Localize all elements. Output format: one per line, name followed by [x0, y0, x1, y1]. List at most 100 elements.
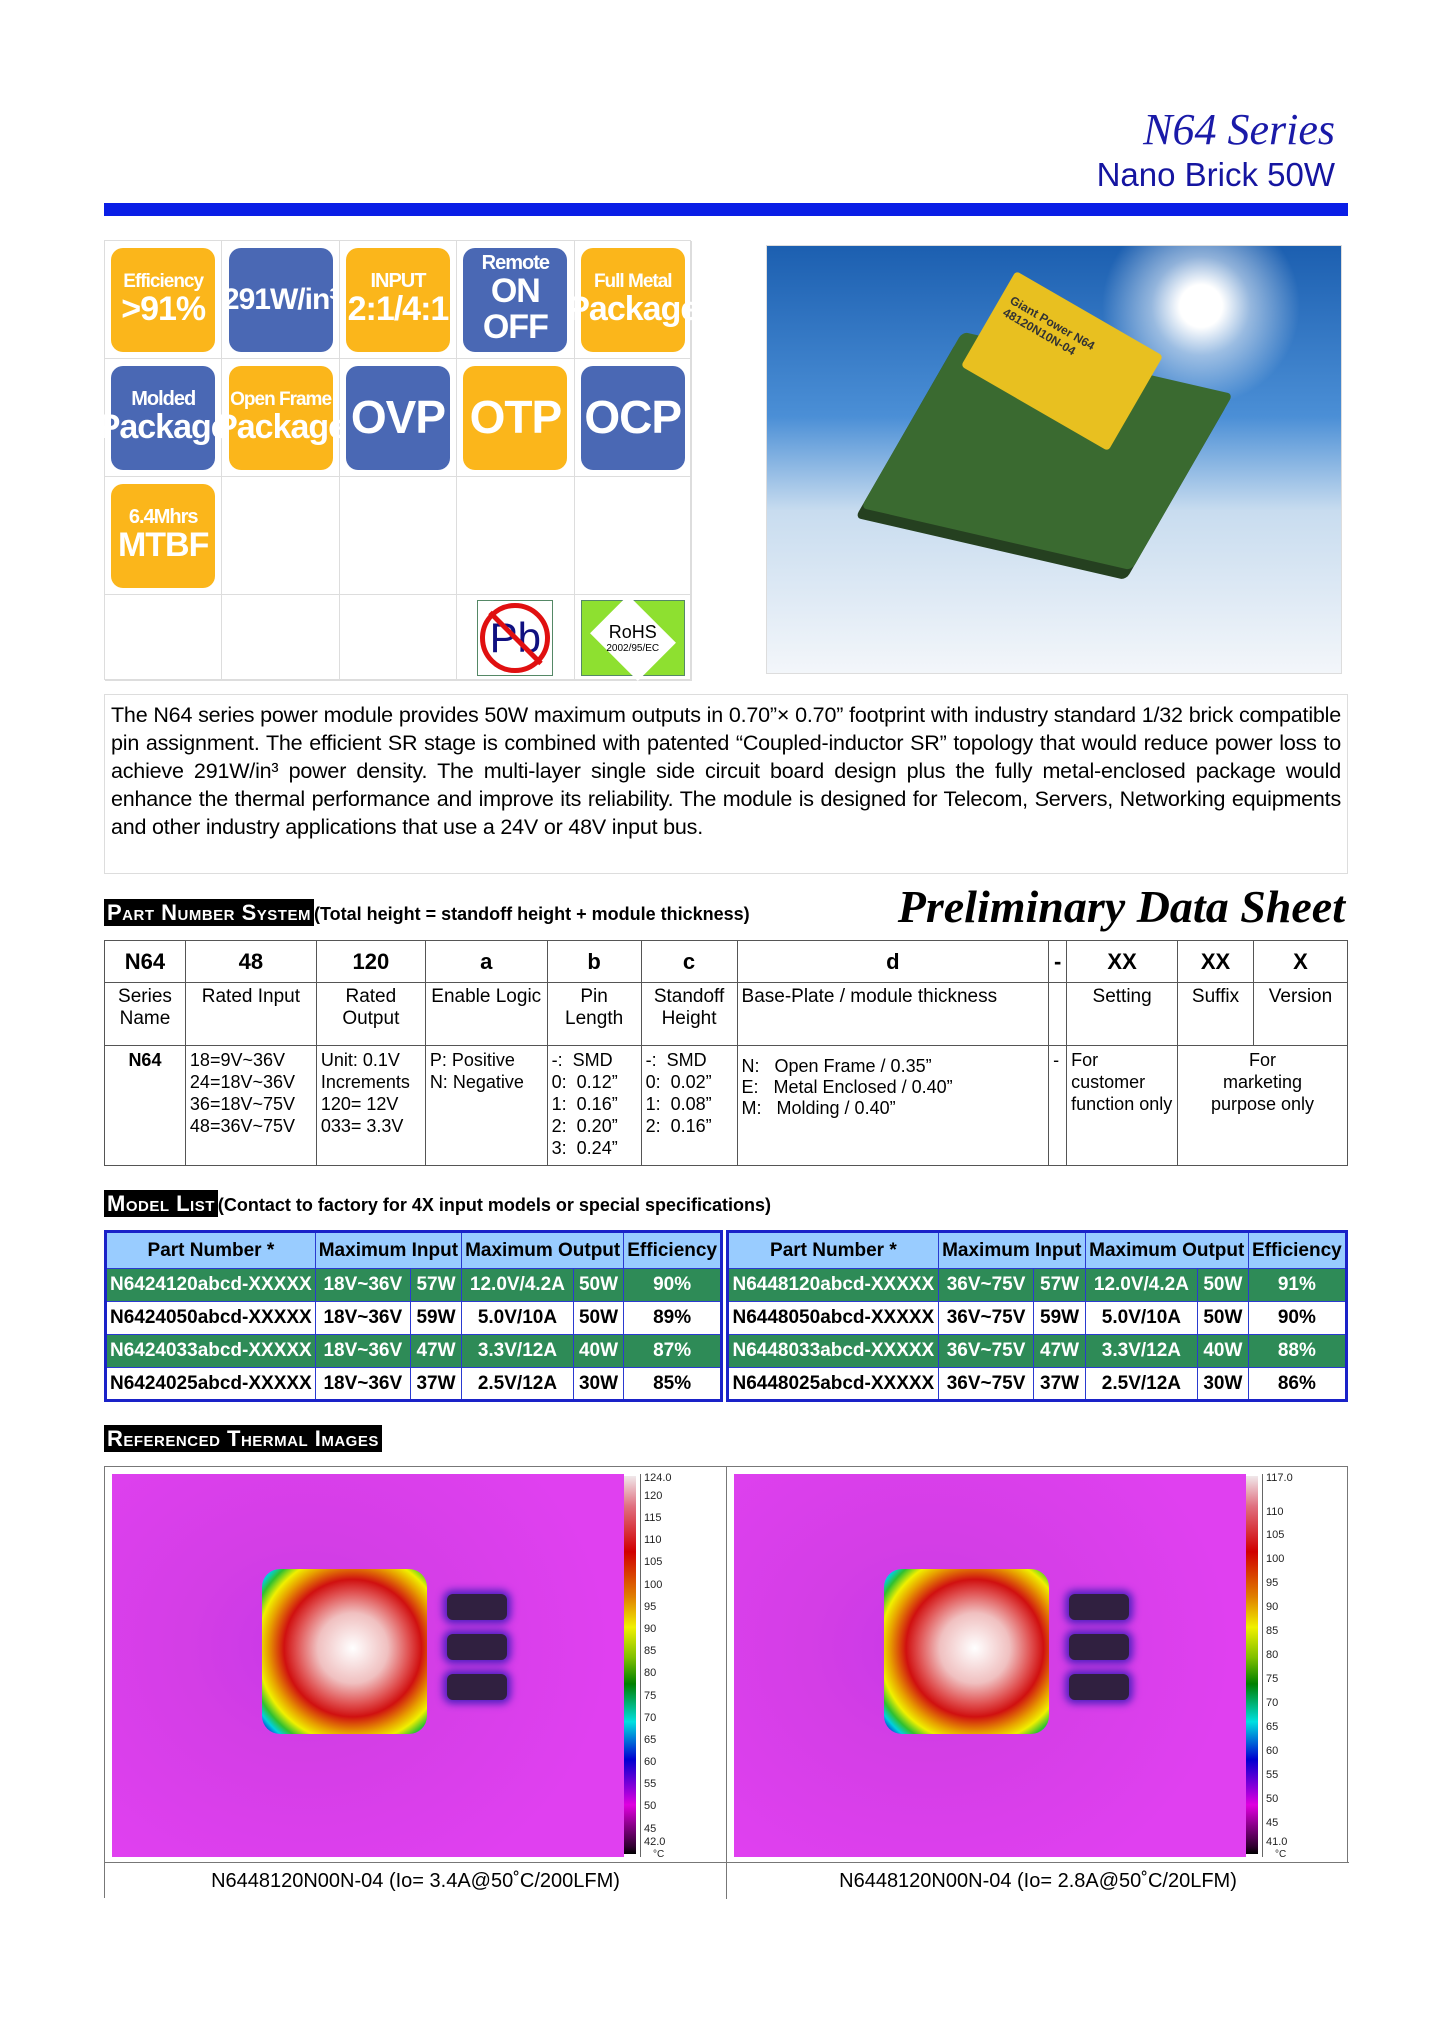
model-cell: N6424033abcd-XXXXX	[105, 1334, 316, 1368]
detail-line: 033= 3.3V	[320, 1116, 404, 1136]
scale-tick: 90	[644, 1622, 657, 1635]
feature-badge: Remote ON OFF	[463, 247, 568, 352]
model-cell: N6448033abcd-XXXXX	[727, 1334, 939, 1368]
scale-tick: 110	[644, 1534, 662, 1547]
product-photo: Giant Power N64 48120N10N-04	[766, 245, 1342, 674]
model-cell: 2.5V/12A	[461, 1367, 574, 1401]
scale-unit: °C	[1275, 1849, 1287, 1860]
badge-text: OCP	[584, 391, 682, 444]
detail-line: 0: 0.02”	[645, 1072, 712, 1092]
column-header: Part Number *	[105, 1231, 316, 1269]
pn-code: d	[736, 940, 1050, 983]
model-cell: 87%	[623, 1334, 723, 1368]
thermal-header: Referenced Thermal Images	[104, 1425, 382, 1452]
scale-tick: 85	[644, 1645, 657, 1658]
scale-tick: 45	[1266, 1816, 1279, 1829]
detail-line: 2: 0.16”	[645, 1116, 712, 1136]
badge-cell: RoHS 2002/95/EC	[574, 594, 692, 681]
lead-free-logo: Pb	[477, 599, 554, 676]
detail-line: 0: 0.12”	[551, 1072, 618, 1092]
model-cell: 30W	[572, 1367, 625, 1401]
badge-cell	[222, 477, 340, 595]
detail-line: E: Metal Enclosed / 0.40”	[741, 1077, 953, 1097]
pn-name	[1048, 982, 1068, 1046]
model-cell: 47W	[409, 1334, 463, 1368]
hot-module	[262, 1569, 427, 1734]
model-cell: 85%	[623, 1367, 723, 1401]
thermal-panel: 117.0 110 105 100 95 90 85 80 75 70 65 60 55 50 45 41.0…	[727, 1467, 1349, 1899]
scale-tick: 55	[644, 1778, 657, 1791]
model-cell: N6424050abcd-XXXXX	[105, 1301, 316, 1335]
model-cell: 37W	[409, 1367, 463, 1401]
badge-text: Molded	[131, 388, 196, 411]
model-cell: 18V~36V	[314, 1334, 411, 1368]
rated-input-detail: 18=9V~36V 24=18V~36V 36=18V~75V 48=36V~75V	[184, 1045, 317, 1166]
model-cell: 89%	[623, 1301, 723, 1335]
pn-code: -	[1048, 940, 1068, 983]
preliminary-banner: Preliminary Data Sheet	[897, 881, 1345, 932]
suffix-version-detail: For marketing purpose only	[1177, 1045, 1348, 1166]
scale-tick: 85	[1266, 1625, 1279, 1638]
thermal-caption: N6448120N00N-04 (Io= 3.4A@50˚C/200LFM)	[105, 1862, 726, 1899]
scale-tick: 100	[644, 1578, 663, 1591]
detail-line: -: SMD	[551, 1050, 613, 1070]
model-row: N6424050abcd-XXXXX 18V~36V 59W 5.0V/10A 50W 8…	[105, 1301, 723, 1335]
pn-code: c	[640, 940, 738, 983]
badge-cell: Pb	[457, 595, 575, 681]
model-cell: 5.0V/10A	[461, 1301, 574, 1335]
badge-cell: OTP	[457, 359, 575, 477]
column-header: Maximum Output	[461, 1231, 625, 1269]
part-number-system-header: Part Number System (Total height = stando…	[104, 899, 750, 926]
detail-line: P: Positive	[429, 1050, 515, 1070]
detail-line: 24=18V~36V	[189, 1072, 296, 1092]
badge-text: Efficiency	[123, 270, 204, 292]
badge-cell: Open Frame Package	[215, 359, 347, 477]
column-header: Maximum Input	[314, 1231, 463, 1269]
badge-text: Remote	[481, 252, 550, 275]
dash-detail: -	[1048, 1045, 1068, 1166]
pn-code: 48	[184, 940, 317, 983]
setting-detail: For customer function only	[1066, 1045, 1179, 1166]
badge-text: OVP	[350, 391, 446, 444]
model-cell: 2.5V/12A	[1084, 1367, 1199, 1401]
model-table-48v: Part Number * Maximum Input Maximum Output…	[726, 1230, 1348, 1402]
badge-cell	[339, 477, 458, 595]
badge-cell	[457, 477, 575, 595]
rohs-standard: 2002/95/EC	[606, 642, 660, 654]
pn-code: N64	[104, 940, 186, 983]
scale-tick: 115	[644, 1511, 662, 1524]
model-row: N6448033abcd-XXXXX 36V~75V 47W 3.3V/12A 40W 8…	[727, 1334, 1348, 1368]
pn-code: 120	[315, 940, 426, 983]
model-cell: 50W	[1197, 1301, 1249, 1335]
model-cell: 59W	[1033, 1301, 1086, 1335]
part-number-table: N64 48 120 a b c d - XX XX X Series Name Rated Inpu…	[104, 940, 1349, 1166]
pn-name: Setting	[1066, 982, 1179, 1046]
model-list-header: Model List (Contact to factory for 4X inp…	[104, 1190, 771, 1217]
model-cell: 40W	[1197, 1334, 1249, 1368]
badge-cell	[222, 595, 340, 681]
series-title: N64 Series	[1143, 105, 1335, 154]
badge-cell: INPUT 2:1/4:1	[339, 241, 458, 359]
model-cell: 36V~75V	[937, 1334, 1035, 1368]
model-row: N6448025abcd-XXXXX 36V~75V 37W 2.5V/12A 30W 8…	[727, 1367, 1348, 1401]
model-cell: 88%	[1247, 1334, 1348, 1368]
model-cell: N6424120abcd-XXXXX	[105, 1268, 316, 1302]
scale-tick: 45	[644, 1822, 657, 1835]
detail-line: 2: 0.20”	[551, 1116, 618, 1136]
enable-detail: P: Positive N: Negative	[424, 1045, 548, 1166]
model-row: N6424033abcd-XXXXX 18V~36V 47W 3.3V/12A 40W 8…	[105, 1334, 723, 1368]
scale-labels: 117.0 110 105 100 95 90 85 80 75 70 65 60 55 50 45 41.0…	[1262, 1472, 1342, 1860]
scale-tick: 55	[1266, 1768, 1279, 1781]
scale-tick: 65	[1266, 1721, 1279, 1734]
scale-min: 42.0	[644, 1836, 666, 1848]
model-cell: 57W	[409, 1268, 463, 1302]
badge-cell	[339, 595, 458, 681]
scale-tick: 65	[644, 1733, 657, 1746]
badge-cell: Efficiency >91%	[105, 241, 223, 359]
model-cell: 3.3V/12A	[1084, 1334, 1199, 1368]
badge-text: OTP	[469, 391, 563, 444]
scale-tick: 95	[644, 1600, 657, 1613]
column-header: Efficiency	[1247, 1231, 1348, 1269]
model-cell: 47W	[1033, 1334, 1086, 1368]
thermal-image	[112, 1474, 624, 1857]
